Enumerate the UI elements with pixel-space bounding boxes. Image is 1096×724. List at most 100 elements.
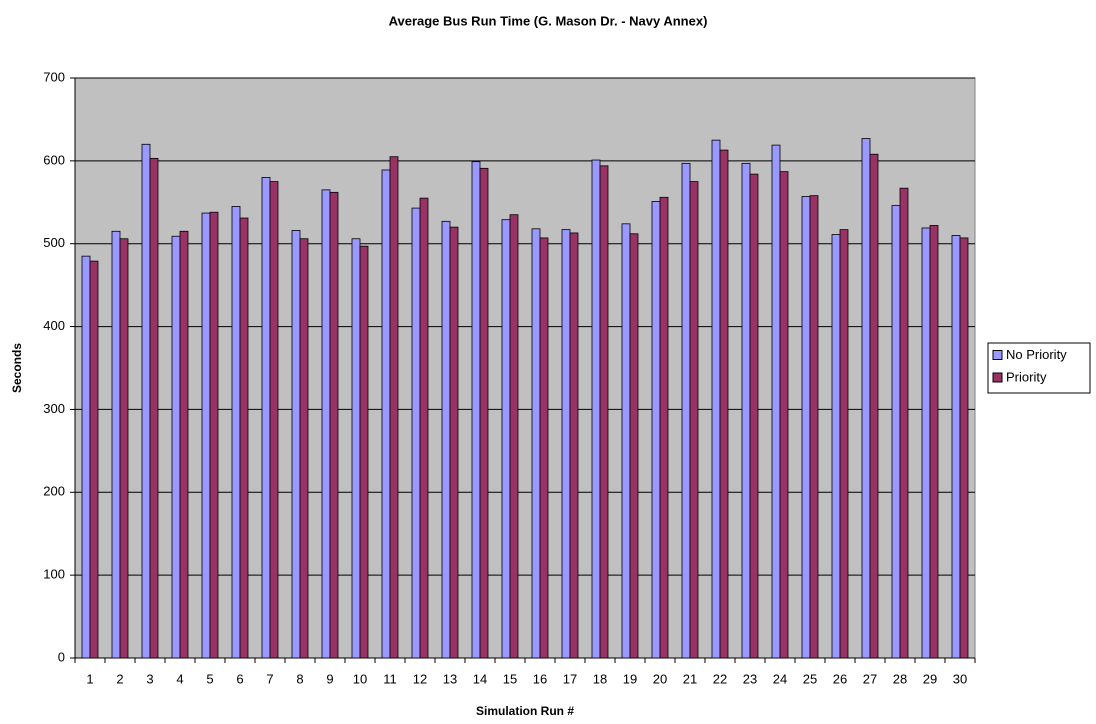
- bar: [951, 235, 961, 659]
- bar: [471, 161, 481, 659]
- y-tick-label: 700: [43, 69, 65, 84]
- bar: [239, 217, 249, 659]
- bar: [569, 232, 579, 659]
- x-tick-label: 16: [533, 671, 547, 686]
- bar: [351, 238, 361, 659]
- bar: [359, 245, 369, 659]
- legend-label: No Priority: [1006, 347, 1067, 362]
- x-tick-label: 23: [743, 671, 757, 686]
- x-tick-label: 3: [146, 671, 153, 686]
- x-tick-label: 14: [473, 671, 487, 686]
- x-tick-label: 24: [773, 671, 787, 686]
- x-tick-label: 6: [236, 671, 243, 686]
- y-tick-label: 600: [43, 152, 65, 167]
- bar: [149, 157, 159, 659]
- x-tick-label: 15: [503, 671, 517, 686]
- y-tick-label: 300: [43, 401, 65, 416]
- bar: [111, 230, 121, 659]
- x-tick-label: 9: [326, 671, 333, 686]
- x-tick-label: 18: [593, 671, 607, 686]
- bar: [231, 206, 241, 659]
- bar: [561, 229, 571, 659]
- x-tick-label: 12: [413, 671, 427, 686]
- bar: [209, 211, 219, 659]
- x-tick-label: 11: [383, 671, 397, 686]
- bar: [89, 260, 99, 659]
- x-tick-label: 28: [893, 671, 907, 686]
- x-tick-label: 26: [833, 671, 847, 686]
- bar: [321, 189, 331, 659]
- bar: [839, 229, 849, 659]
- legend-label: Priority: [1006, 369, 1047, 384]
- x-tick-label: 25: [803, 671, 817, 686]
- bar: [389, 156, 399, 659]
- chart-title: Average Bus Run Time (G. Mason Dr. - Nav…: [389, 13, 708, 28]
- bar: [719, 149, 729, 659]
- x-tick-label: 27: [863, 671, 877, 686]
- legend-box: [987, 342, 1091, 394]
- bar: [929, 225, 939, 659]
- bar: [531, 228, 541, 659]
- legend-swatch: [992, 350, 1003, 360]
- bar: [831, 234, 841, 659]
- bar: [261, 177, 271, 659]
- bar: [809, 195, 819, 659]
- bar: [539, 237, 549, 659]
- bar: [599, 165, 609, 659]
- y-axis-label: Seconds: [10, 343, 24, 393]
- y-tick-label: 200: [43, 484, 65, 499]
- bar: [681, 162, 691, 659]
- bar: [779, 171, 789, 659]
- bar: [441, 220, 451, 659]
- x-tick-label: 30: [953, 671, 967, 686]
- bar: [449, 226, 459, 659]
- x-tick-label: 10: [353, 671, 367, 686]
- x-tick-label: 22: [713, 671, 727, 686]
- y-tick-label: 500: [43, 235, 65, 250]
- bar: [381, 169, 391, 659]
- bar: [771, 144, 781, 659]
- bar: [171, 235, 181, 659]
- x-tick-label: 17: [563, 671, 577, 686]
- y-tick-label: 400: [43, 318, 65, 333]
- bar: [689, 181, 699, 659]
- bar: [269, 181, 279, 659]
- bar: [899, 187, 909, 659]
- bar: [861, 138, 871, 659]
- y-tick-label: 0: [58, 649, 65, 664]
- x-tick-label: 13: [443, 671, 457, 686]
- bar: [621, 223, 631, 659]
- bar: [801, 196, 811, 659]
- bar: [179, 230, 189, 659]
- bar: [329, 191, 339, 659]
- bar: [741, 162, 751, 659]
- legend-swatch: [992, 372, 1003, 383]
- bar: [921, 227, 931, 659]
- bar: [411, 207, 421, 659]
- bar: [869, 153, 879, 659]
- bar: [659, 196, 669, 659]
- bar: [959, 237, 969, 659]
- x-tick-label: 20: [653, 671, 667, 686]
- bar: [629, 233, 639, 659]
- x-tick-label: 29: [923, 671, 937, 686]
- x-tick-label: 5: [206, 671, 213, 686]
- bar: [81, 255, 91, 659]
- y-tick-label: 100: [43, 567, 65, 582]
- bar: [501, 219, 511, 659]
- bar: [591, 159, 601, 659]
- bar: [749, 173, 759, 659]
- x-tick-label: 1: [86, 671, 93, 686]
- bar: [201, 212, 211, 659]
- bar: [711, 139, 721, 659]
- x-tick-label: 8: [296, 671, 303, 686]
- bar: [891, 205, 901, 659]
- plot-area: [74, 77, 976, 659]
- x-tick-label: 7: [266, 671, 273, 686]
- x-tick-label: 2: [116, 671, 123, 686]
- bar: [509, 214, 519, 659]
- bar: [119, 238, 129, 659]
- x-tick-label: 21: [683, 671, 697, 686]
- bar: [299, 238, 309, 659]
